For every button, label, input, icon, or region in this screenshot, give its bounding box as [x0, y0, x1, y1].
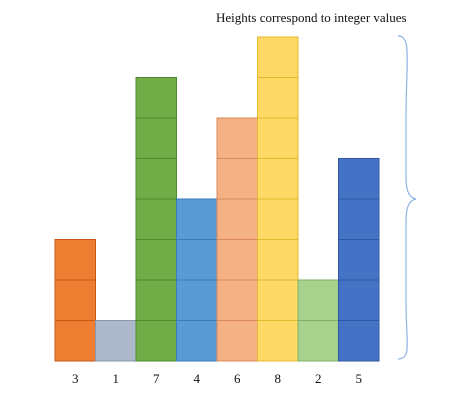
- diagram-caption: Heights correspond to integer values: [216, 10, 407, 25]
- bar-3: [54, 239, 96, 362]
- bar-2-unit-block: [297, 320, 339, 362]
- bar-3-unit-block: [54, 279, 96, 321]
- category-label-7: 7: [153, 371, 160, 386]
- category-label-2: 2: [315, 371, 322, 386]
- bar-6-unit-block: [216, 158, 258, 200]
- bar-8-unit-block: [257, 198, 299, 240]
- bar-5-unit-block: [338, 239, 380, 281]
- bar-4-unit-block: [176, 239, 218, 281]
- bar-7-unit-block: [135, 279, 177, 321]
- bar-8: [257, 36, 299, 362]
- bar-4-unit-block: [176, 279, 218, 321]
- bar-8-unit-block: [257, 77, 299, 119]
- bar-7-unit-block: [135, 77, 177, 119]
- bar-7-unit-block: [135, 198, 177, 240]
- bar-2: [297, 279, 339, 362]
- bar-6-unit-block: [216, 279, 258, 321]
- bar-8-unit-block: [257, 117, 299, 159]
- bar-4-unit-block: [176, 320, 218, 362]
- bar-5-unit-block: [338, 320, 380, 362]
- bar-5: [338, 158, 380, 362]
- bar-4: [176, 198, 218, 362]
- category-label-5: 5: [356, 371, 363, 386]
- bar-1-unit-block: [95, 320, 137, 362]
- bar-8-unit-block: [257, 320, 299, 362]
- category-label-6: 6: [234, 371, 241, 386]
- bar-7-unit-block: [135, 239, 177, 281]
- bar-6: [216, 117, 258, 362]
- bar-6-unit-block: [216, 198, 258, 240]
- bar-2-unit-block: [297, 279, 339, 321]
- category-label-4: 4: [194, 371, 201, 386]
- bar-3-unit-block: [54, 239, 96, 281]
- labels-group: 3 1 7 4 6 8 2 5: [72, 371, 362, 386]
- bar-8-unit-block: [257, 239, 299, 281]
- bar-5-unit-block: [338, 158, 380, 200]
- bar-1: [95, 320, 137, 362]
- bar-8-unit-block: [257, 158, 299, 200]
- bar-8-unit-block: [257, 279, 299, 321]
- bar-7-unit-block: [135, 117, 177, 159]
- bars-group: [54, 36, 380, 362]
- bar-5-unit-block: [338, 279, 380, 321]
- bar-4-unit-block: [176, 198, 218, 240]
- bar-6-unit-block: [216, 320, 258, 362]
- bar-8-unit-block: [257, 36, 299, 78]
- bar-3-unit-block: [54, 320, 96, 362]
- category-label-3: 3: [72, 371, 79, 386]
- category-label-1: 1: [113, 371, 120, 386]
- category-label-8: 8: [275, 371, 282, 386]
- bar-7: [135, 77, 177, 362]
- right-curly-brace: [397, 35, 417, 360]
- bar-6-unit-block: [216, 239, 258, 281]
- bar-7-unit-block: [135, 158, 177, 200]
- bar-5-unit-block: [338, 198, 380, 240]
- bar-7-unit-block: [135, 320, 177, 362]
- bar-6-unit-block: [216, 117, 258, 159]
